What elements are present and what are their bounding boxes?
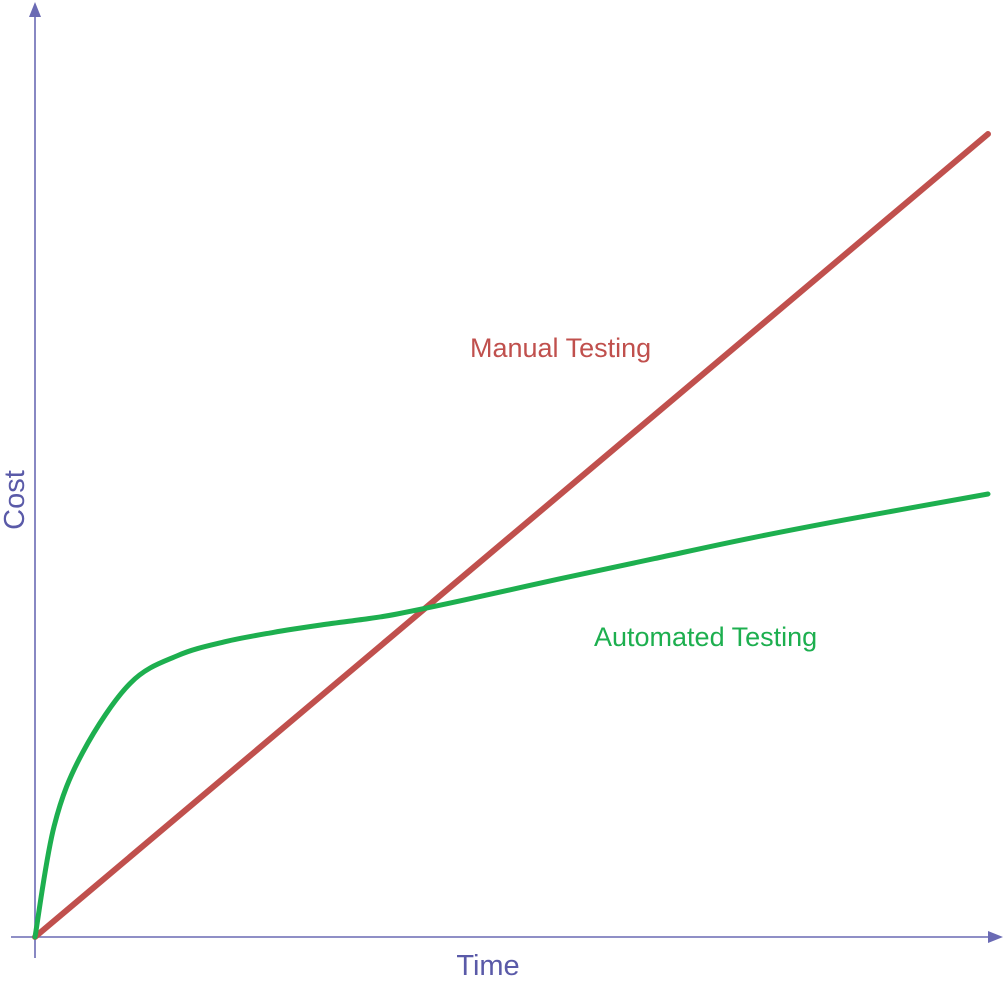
series-line-automated-testing [32,491,991,940]
x-axis-arrow-icon [988,931,1003,943]
x-axis-title: Time [456,950,519,981]
series-layer [32,131,991,940]
y-axis-arrow-icon [29,2,41,17]
series-label-manual-testing: Manual Testing [470,333,651,363]
y-axis-title: Cost [0,470,31,530]
series-label-automated-testing: Automated Testing [594,622,817,652]
series-line-manual-testing [32,131,991,940]
